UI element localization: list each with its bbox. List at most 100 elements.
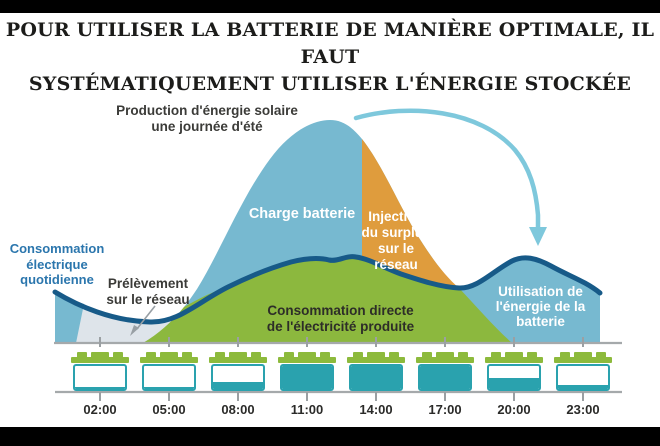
area-direct-consumption <box>143 256 512 343</box>
battery-fill <box>144 386 194 389</box>
time-label: 08:00 <box>221 402 255 417</box>
battery-body <box>349 364 403 391</box>
battery-fill <box>282 366 332 389</box>
solar-to-battery-arrow <box>353 108 541 231</box>
utilisation-batterie-label: Utilisation de l'énergie de la batterie <box>495 284 586 329</box>
battery-terminal <box>367 352 385 358</box>
battery-cap <box>209 352 267 363</box>
battery-terminal <box>560 352 570 358</box>
battery-cap <box>347 352 405 363</box>
battery-fill <box>420 366 470 389</box>
battery-cap-base <box>140 357 198 363</box>
axis-tick <box>99 392 101 401</box>
battery-cap-base <box>416 357 474 363</box>
battery-cap-base <box>71 357 129 363</box>
axis-tick <box>168 337 170 347</box>
time-label: 02:00 <box>83 402 117 417</box>
battery-body <box>73 364 127 391</box>
axis-tick <box>444 337 446 347</box>
battery-body <box>418 364 472 391</box>
time-label: 05:00 <box>152 402 186 417</box>
battery-body <box>556 364 610 391</box>
injection-surplus-label: Injection du surplus sur le réseau <box>361 209 431 272</box>
production-label: Production d'énergie solaire une journée… <box>116 103 298 134</box>
battery-terminal <box>527 352 537 358</box>
battery-icon <box>416 352 474 391</box>
battery-body <box>211 364 265 391</box>
battery-terminal <box>91 352 109 358</box>
battery-cap-base <box>554 357 612 363</box>
battery-terminal <box>353 352 363 358</box>
battery-cap <box>416 352 474 363</box>
battery-fill <box>558 384 608 389</box>
axis-tick <box>237 337 239 347</box>
battery-cap <box>140 352 198 363</box>
battery-icon <box>209 352 267 391</box>
battery-terminal <box>146 352 156 358</box>
battery-body <box>142 364 196 391</box>
page-title: POUR UTILISER LA BATTERIE DE MANIÈRE OPT… <box>5 19 655 95</box>
battery-terminal <box>229 352 247 358</box>
battery-cap <box>485 352 543 363</box>
axis-tick <box>513 392 515 401</box>
time-label: 20:00 <box>497 402 531 417</box>
battery-icon <box>71 352 129 391</box>
battery-terminal <box>160 352 178 358</box>
axis-tick <box>513 337 515 347</box>
axis-tick <box>444 392 446 401</box>
battery-terminal <box>251 352 261 358</box>
battery-fill <box>75 386 125 389</box>
solar-to-battery-arrowhead <box>529 227 547 246</box>
battery-terminal <box>320 352 330 358</box>
battery-terminal <box>458 352 468 358</box>
battery-terminal <box>505 352 523 358</box>
battery-icon <box>278 352 336 391</box>
battery-terminal <box>182 352 192 358</box>
battery-terminal <box>422 352 432 358</box>
battery-terminal <box>298 352 316 358</box>
battery-cap-base <box>485 357 543 363</box>
area-surplus-injection <box>362 139 459 288</box>
top-black-bar <box>0 0 660 13</box>
battery-cap-base <box>278 357 336 363</box>
axis-tick <box>99 337 101 347</box>
axis-tick <box>237 392 239 401</box>
time-label: 23:00 <box>566 402 600 417</box>
battery-body <box>487 364 541 391</box>
consumption-curve <box>52 254 603 325</box>
axis-tick <box>375 337 377 347</box>
battery-terminal <box>284 352 294 358</box>
prelevement-arrow <box>136 305 156 330</box>
axis-tick <box>582 392 584 401</box>
battery-cap <box>554 352 612 363</box>
battery-terminal <box>77 352 87 358</box>
time-label: 14:00 <box>359 402 393 417</box>
battery-fill <box>351 366 401 389</box>
axis-tick <box>306 392 308 401</box>
battery-cap-base <box>209 357 267 363</box>
consommation-quotidienne-label: Consommation électrique quotidienne <box>9 241 105 287</box>
battery-fill <box>489 377 539 389</box>
battery-terminal <box>596 352 606 358</box>
consommation-directe-label: Consommation directe de l'électricité pr… <box>266 303 415 334</box>
battery-terminal <box>436 352 454 358</box>
prelevement-label: Prélèvement sur le réseau <box>106 276 190 307</box>
battery-cap-base <box>347 357 405 363</box>
battery-fill <box>213 382 263 389</box>
prelevement-arrowhead <box>130 325 139 336</box>
battery-terminal <box>113 352 123 358</box>
battery-icon <box>347 352 405 391</box>
battery-icon <box>140 352 198 391</box>
battery-icon <box>485 352 543 391</box>
charge-batterie-label: Charge batterie <box>248 206 356 222</box>
battery-terminal <box>574 352 592 358</box>
axis-tick <box>375 392 377 401</box>
battery-cap <box>71 352 129 363</box>
battery-terminal <box>215 352 225 358</box>
battery-icon <box>554 352 612 391</box>
axis-tick <box>168 392 170 401</box>
time-label: 17:00 <box>428 402 462 417</box>
battery-cap <box>278 352 336 363</box>
axis-tick <box>306 337 308 347</box>
